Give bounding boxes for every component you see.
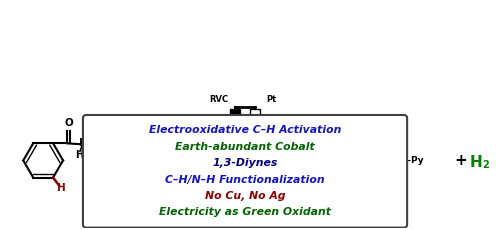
Bar xyxy=(250,109,260,129)
FancyBboxPatch shape xyxy=(83,115,407,228)
Text: RVC: RVC xyxy=(210,95,229,104)
Text: 2-Py: 2-Py xyxy=(112,142,134,151)
Text: N: N xyxy=(94,137,103,147)
Text: C–H/N–H Functionalization: C–H/N–H Functionalization xyxy=(165,174,325,185)
Text: O: O xyxy=(64,117,73,128)
Text: N: N xyxy=(376,150,385,160)
Text: 1,3-Diynes: 1,3-Diynes xyxy=(212,158,278,168)
Text: Me: Me xyxy=(388,135,404,144)
Text: N: N xyxy=(394,156,402,166)
Text: Electricity as Green Oxidant: Electricity as Green Oxidant xyxy=(159,207,331,218)
Text: 2-Py: 2-Py xyxy=(401,156,424,165)
Text: Pt: Pt xyxy=(266,95,276,104)
Circle shape xyxy=(217,133,273,188)
Text: 2: 2 xyxy=(482,160,490,170)
Text: Co: Co xyxy=(228,148,262,172)
Text: Me: Me xyxy=(99,124,114,133)
Text: N: N xyxy=(79,138,88,148)
Text: R: R xyxy=(397,168,405,178)
Bar xyxy=(230,109,240,129)
Text: H: H xyxy=(470,155,482,170)
Text: R: R xyxy=(152,175,161,185)
Text: O: O xyxy=(363,123,372,133)
Text: R: R xyxy=(152,116,161,126)
Text: Earth-abundant Cobalt: Earth-abundant Cobalt xyxy=(175,142,315,152)
Text: R: R xyxy=(362,188,370,198)
Text: +: + xyxy=(131,151,146,169)
Text: Electrooxidative C–H Activation: Electrooxidative C–H Activation xyxy=(149,125,341,135)
Circle shape xyxy=(213,129,277,192)
Text: H: H xyxy=(75,150,83,160)
Text: No Cu, No Ag: No Cu, No Ag xyxy=(205,191,286,201)
Text: H: H xyxy=(56,183,66,194)
Text: +: + xyxy=(454,153,467,168)
